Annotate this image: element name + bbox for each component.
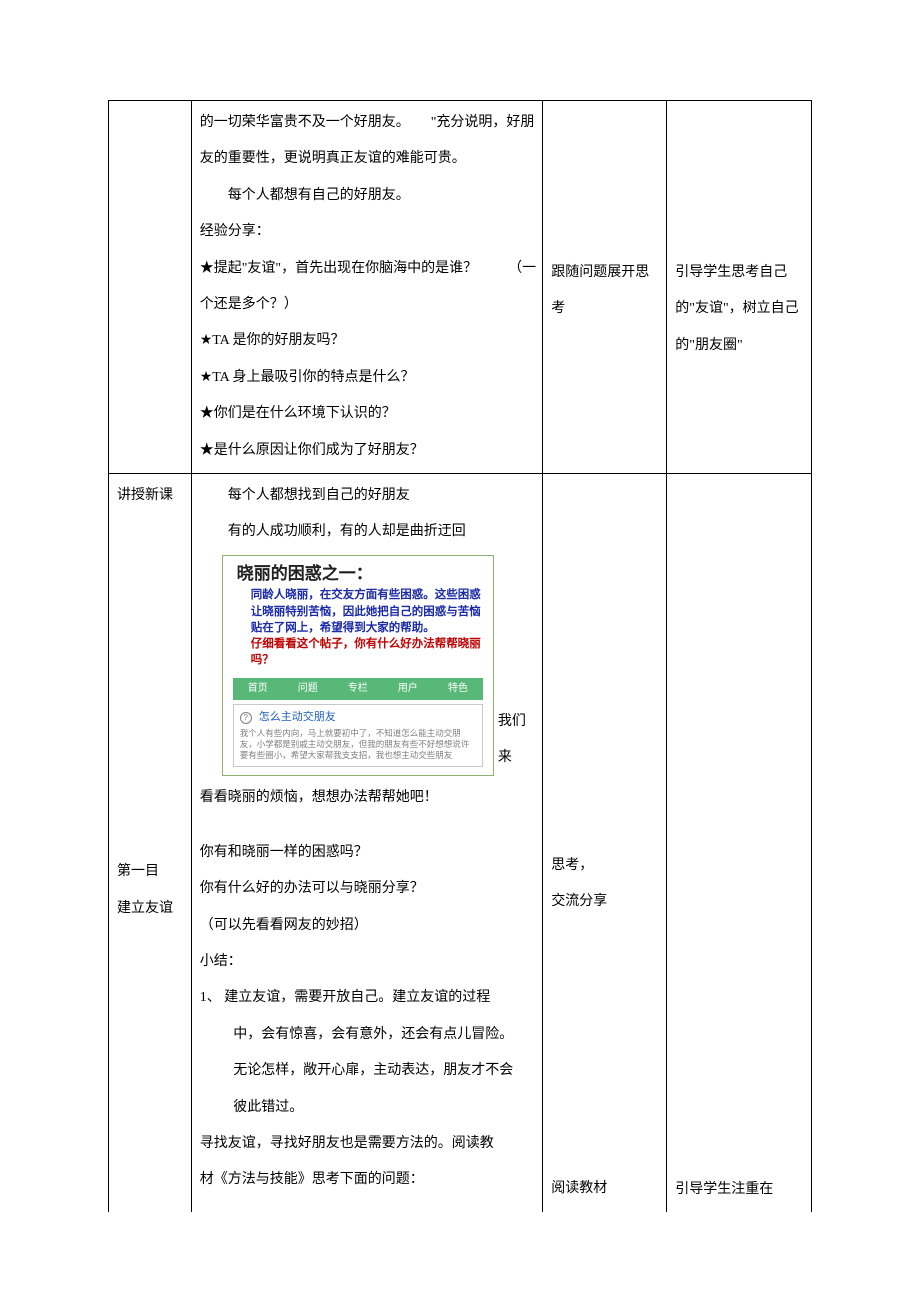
paragraph: 交流分享 <box>551 884 660 920</box>
paragraph: 阅读教材 <box>551 1171 660 1207</box>
content-cell: 的一切荣华富贵不及一个好朋友。 "充分说明，好朋友的重要性，更说明真正友谊的难能… <box>191 101 543 474</box>
stage-cell: 讲授新课 第一目 建立友谊 <box>109 473 192 1212</box>
infobox-post: ? 怎么主动交朋友 我个人有些内向，马上就要初中了，不知道怎么能主动交朋友，小学… <box>233 704 483 768</box>
tab: 特色 <box>448 682 468 696</box>
paragraph: ★是什么原因让你们成为了好朋友？ <box>200 433 537 469</box>
infobox-red-text: 仔细看看这个帖子，你有什么好办法帮帮晓丽吗？ <box>251 638 481 666</box>
paragraph: 引导学生思考自己的"友谊"，树立自己的"朋友圈" <box>675 255 805 364</box>
paragraph: 思考， <box>551 848 660 884</box>
lesson-table: 的一切荣华富贵不及一个好朋友。 "充分说明，好朋友的重要性，更说明真正友谊的难能… <box>108 100 812 1212</box>
tab: 问题 <box>298 682 318 696</box>
question-icon: ? <box>240 712 252 724</box>
intent-cell: 引导学生注重在 <box>667 473 812 1212</box>
paragraph: 引导学生注重在 <box>675 1172 805 1208</box>
paragraph: 看看晓丽的烦恼，想想办法帮帮她吧！ <box>200 780 537 816</box>
stage-cell <box>109 101 192 474</box>
paragraph: 寻找友谊，寻找好朋友也是需要方法的。阅读教 <box>200 1126 537 1162</box>
paragraph: 中，会有惊喜，会有意外，还会有点儿冒险。 <box>200 1017 537 1053</box>
paragraph: 有的人成功顺利，有的人却是曲折迂回 <box>200 514 537 550</box>
student-activity-cell: 思考， 交流分享 阅读教材 <box>543 473 667 1212</box>
student-activity-cell: 跟随问题展开思考 <box>543 101 667 474</box>
content-cell: 每个人都想找到自己的好朋友 有的人成功顺利，有的人却是曲折迂回 晓丽的困惑之一：… <box>191 473 543 1212</box>
document-page: 的一切荣华富贵不及一个好朋友。 "充分说明，好朋友的重要性，更说明真正友谊的难能… <box>0 0 920 1303</box>
section-label: 第一目 <box>117 854 185 890</box>
text: ★提起"友谊"，首先出现在你脑海中的是谁？ <box>200 261 477 276</box>
paragraph: 无论怎样，敞开心扉，主动表达，朋友才不会 <box>200 1053 537 1089</box>
paragraph: 小结： <box>200 944 537 980</box>
paragraph: 我们来 <box>498 704 536 781</box>
paragraph: 的一切荣华富贵不及一个好朋友。 "充分说明，好朋友的重要性，更说明真正友谊的难能… <box>200 105 537 178</box>
paragraph: 你有什么好的办法可以与晓丽分享？ <box>200 871 537 907</box>
paragraph: ★TA 身上最吸引你的特点是什么？ <box>200 360 537 396</box>
infobox: 晓丽的困惑之一： 同龄人晓丽，在交友方面有些困惑。这些困惑让晓丽特别苦恼，因此她… <box>222 555 494 777</box>
infobox-tabbar: 首页 问题 专栏 用户 特色 <box>233 678 483 700</box>
post-body: 我个人有些内向，马上就要初中了，不知道怎么能主动交朋友，小学都是别戚主动交朋友，… <box>240 728 476 761</box>
infobox-body: 同龄人晓丽，在交友方面有些困惑。这些困惑让晓丽特别苦恼，因此她把自己的困惑与苦恼… <box>223 587 493 673</box>
paragraph: 1、 建立友谊，需要开放自己。建立友谊的过程 <box>200 980 537 1016</box>
text: 怎么主动交朋友 <box>259 711 336 723</box>
table-row: 的一切荣华富贵不及一个好朋友。 "充分说明，好朋友的重要性，更说明真正友谊的难能… <box>109 101 812 474</box>
paragraph: 你有和晓丽一样的困惑吗？ <box>200 835 537 871</box>
paragraph: 每个人都想找到自己的好朋友 <box>200 478 537 514</box>
section-label: 建立友谊 <box>117 891 185 927</box>
paragraph: （可以先看看网友的妙招） <box>200 908 537 944</box>
table-row: 讲授新课 第一目 建立友谊 每个人都想找到自己的好朋友 有的人成功顺利，有的人却… <box>109 473 812 1212</box>
text: 同龄人晓丽，在交友方面有些困惑。这些困惑让晓丽特别苦恼，因此她把自己的困惑与苦恼… <box>251 589 481 633</box>
stage-label: 讲授新课 <box>117 478 185 514</box>
intent-cell: 引导学生思考自己的"友谊"，树立自己的"朋友圈" <box>667 101 812 474</box>
infobox-title: 晓丽的困惑之一： <box>223 556 493 588</box>
tab: 专栏 <box>348 682 368 696</box>
paragraph: 经验分享： <box>200 214 537 250</box>
paragraph: 材《方法与技能》思考下面的问题： <box>200 1162 537 1198</box>
paragraph: ★TA 是你的好朋友吗？ <box>200 323 537 359</box>
paragraph: 彼此错过。 <box>200 1090 537 1126</box>
paragraph: ★提起"友谊"，首先出现在你脑海中的是谁？ （一个还是多个？） <box>200 251 537 324</box>
tab: 用户 <box>398 682 418 696</box>
paragraph: ★你们是在什么环境下认识的？ <box>200 396 537 432</box>
post-title: ? 怎么主动交朋友 <box>240 710 476 725</box>
tab: 首页 <box>248 682 268 696</box>
paragraph: 跟随问题展开思考 <box>551 255 660 328</box>
paragraph: 每个人都想有自己的好朋友。 <box>200 178 537 214</box>
